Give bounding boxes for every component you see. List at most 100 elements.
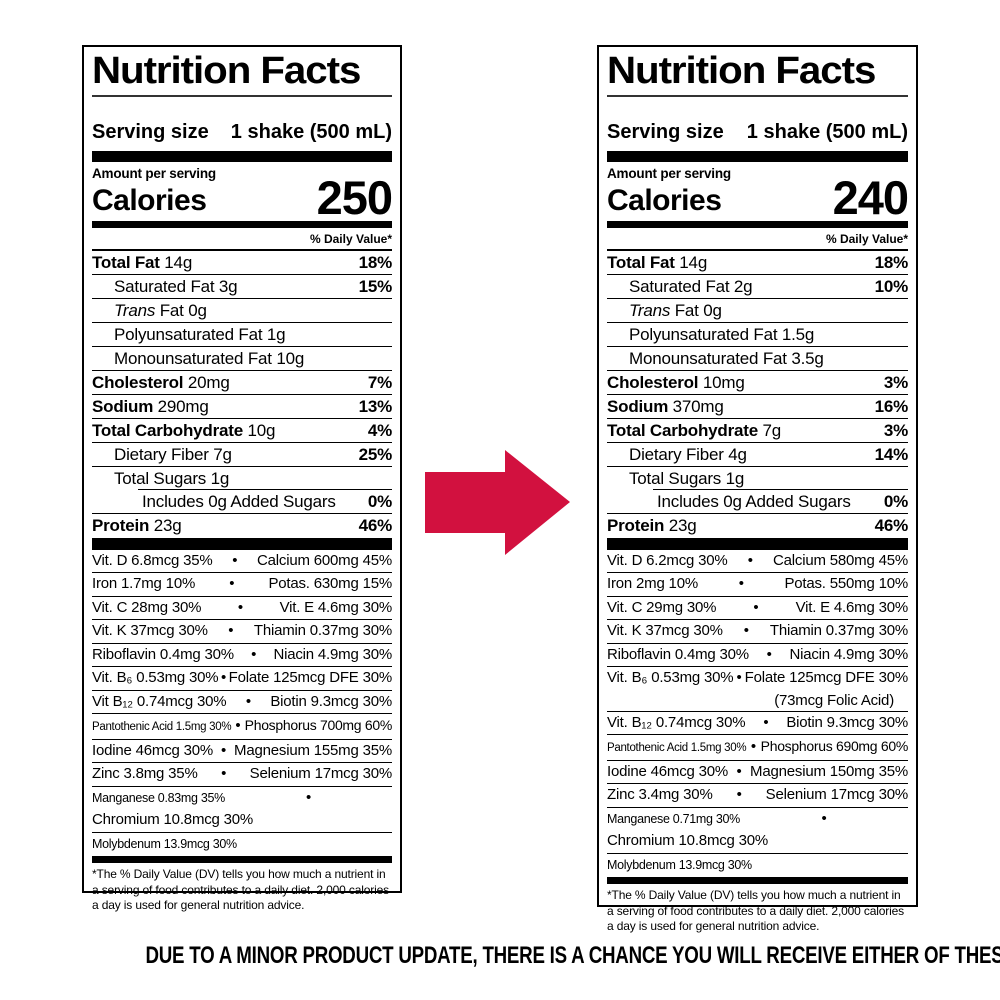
micronutrient-row: Vit. K 37mcg 30% • Thiamin 0.37mg 30% bbox=[607, 619, 908, 643]
bullet-separator: • bbox=[763, 713, 769, 731]
nutrient-row: Dietary Fiber 7g 25% bbox=[92, 441, 392, 466]
product-update-caption: DUE TO A MINOR PRODUCT UPDATE, THERE IS … bbox=[145, 942, 1000, 969]
amount-per-serving-label: Amount per serving bbox=[92, 165, 216, 181]
micronutrient-row: Vit B₁₂ 0.74mcg 30% • Biotin 9.3mcg 30% bbox=[92, 689, 392, 714]
bullet-separator: • bbox=[221, 741, 227, 759]
bullet-separator: • bbox=[221, 765, 227, 783]
nutrient-row: Saturated Fat 3g 15% bbox=[92, 273, 392, 298]
micronutrient-row: Zinc 3.4mg 30% • Selenium 17mcg 30% bbox=[607, 783, 908, 807]
bullet-separator: • bbox=[228, 622, 234, 640]
thick-divider bbox=[92, 537, 392, 550]
bullet-separator: • bbox=[305, 788, 312, 806]
micronutrient-rows: Vit. D 6.2mcg 30% • Calcium 580mg 45% Iron … bbox=[607, 550, 908, 877]
nutrient-row: Total Carbohydrate 7g 3% bbox=[607, 417, 908, 442]
bullet-separator: • bbox=[736, 669, 742, 687]
calories-label: Calories bbox=[92, 183, 207, 217]
micronutrient-row: Iron 1.7mg 10% • Potas. 630mg 15% bbox=[92, 572, 392, 596]
nutrient-row: Trans Fat 0g bbox=[92, 297, 392, 322]
nutrient-rows: Total Fat 14g 18% Saturated Fat 2g 10% Trans… bbox=[607, 248, 908, 537]
micronutrient-row: Riboflavin 0.4mg 30% • Niacin 4.9mg 30% bbox=[607, 642, 908, 667]
nutrient-row: Polyunsaturated Fat 1.5g bbox=[607, 321, 908, 346]
label-title: Nutrition Facts bbox=[607, 50, 876, 92]
micronutrient-row: Iron 2mg 10% • Potas. 550mg 10% bbox=[607, 572, 908, 596]
nutrient-row: Includes 0g Added Sugars 0% bbox=[92, 488, 392, 513]
nutrient-row: Protein 23g 46% bbox=[92, 512, 392, 537]
nutrition-label-left: Nutrition Facts Serving size 1 shake (50… bbox=[82, 45, 402, 912]
serving-size-label: Serving size bbox=[607, 120, 724, 143]
bullet-separator: • bbox=[245, 692, 251, 710]
nutrient-row: Dietary Fiber 4g 14% bbox=[607, 441, 908, 466]
title-divider bbox=[92, 94, 392, 97]
serving-size-value: 1 shake (500 mL) bbox=[230, 120, 392, 143]
micronutrient-row: Pantothenic Acid 1.5mg 30% • Phosphorus 70… bbox=[92, 713, 392, 739]
nutrient-row: Total Sugars 1g bbox=[92, 465, 392, 490]
micronutrient-row: Vit. B₁₂ 0.74mcg 30% • Biotin 9.3mcg 30% bbox=[607, 710, 908, 735]
micronutrient-row: Vit. K 37mcg 30% • Thiamin 0.37mg 30% bbox=[92, 619, 392, 643]
daily-value-footnote: *The % Daily Value (DV) tells you how mu… bbox=[607, 888, 905, 934]
calories-label: Calories bbox=[607, 183, 722, 217]
bullet-separator: • bbox=[736, 786, 742, 804]
nutrient-rows: Total Fat 14g 18% Saturated Fat 3g 15% Trans… bbox=[92, 248, 392, 537]
micronutrient-row: Vit. B₆ 0.53mg 30% • Folate 125mcg DFE 30% bbox=[92, 666, 392, 690]
nutrient-row: Polyunsaturated Fat 1g bbox=[92, 321, 392, 346]
calories-row: Calories 240 bbox=[607, 170, 909, 224]
nutrient-row: Cholesterol 10mg 3% bbox=[607, 369, 908, 394]
bullet-separator: • bbox=[821, 809, 827, 827]
micronutrient-row: Vit. D 6.8mcg 35% • Calcium 600mg 45% bbox=[92, 550, 392, 573]
bullet-separator: • bbox=[753, 598, 759, 616]
thick-divider bbox=[607, 220, 908, 228]
bullet-separator: • bbox=[229, 575, 235, 593]
calories-value: 250 bbox=[316, 170, 393, 224]
micronutrient-row: Vit. D 6.2mcg 30% • Calcium 580mg 45% bbox=[607, 550, 908, 573]
title-divider bbox=[607, 94, 908, 97]
daily-value-header: % Daily Value* bbox=[309, 231, 392, 246]
daily-value-header: % Daily Value* bbox=[825, 231, 908, 246]
daily-value-footnote: *The % Daily Value (DV) tells you how mu… bbox=[92, 867, 390, 913]
right-arrow-icon bbox=[425, 450, 570, 555]
amount-per-serving-label: Amount per serving bbox=[607, 165, 731, 181]
serving-size-value: 1 shake (500 mL) bbox=[746, 120, 908, 143]
nutrient-row: Protein 23g 46% bbox=[607, 512, 908, 537]
bullet-separator: • bbox=[237, 598, 243, 616]
micronutrient-row: Riboflavin 0.4mg 30% • Niacin 4.9mg 30% bbox=[92, 642, 392, 667]
serving-size-row: Serving size 1 shake (500 mL) bbox=[607, 121, 908, 144]
bullet-separator: • bbox=[736, 762, 742, 780]
thick-divider bbox=[607, 150, 908, 162]
micronutrient-rows: Vit. D 6.8mcg 35% • Calcium 600mg 45% Iron … bbox=[92, 550, 392, 856]
thick-divider bbox=[92, 856, 392, 864]
nutrient-row: Total Carbohydrate 10g 4% bbox=[92, 417, 392, 442]
micronutrient-subline: (73mcg Folic Acid) bbox=[774, 691, 894, 709]
nutrient-row: Sodium 290mg 13% bbox=[92, 393, 392, 418]
micronutrient-row: Manganese 0.71mg 30% • Chromium 10.8mcg 30… bbox=[607, 806, 908, 853]
bullet-separator: • bbox=[766, 645, 772, 663]
bullet-separator: • bbox=[743, 622, 749, 640]
micronutrient-row: Molybdenum 13.9mcg 30% bbox=[607, 852, 908, 877]
micronutrient-row: Manganese 0.83mg 35% • Chromium 10.8mcg 30… bbox=[92, 785, 392, 832]
bullet-separator: • bbox=[232, 551, 238, 569]
thick-divider bbox=[607, 877, 908, 885]
micronutrient-row: Iodine 46mcg 30% • Magnesium 155mg 35% bbox=[92, 738, 392, 763]
nutrient-row: Total Fat 14g 18% bbox=[92, 252, 392, 272]
thick-divider bbox=[92, 220, 392, 228]
nutrient-row: Cholesterol 20mg 7% bbox=[92, 369, 392, 394]
micronutrient-row: Zinc 3.8mg 35% • Selenium 17mcg 30% bbox=[92, 762, 392, 786]
micronutrient-row: Molybdenum 13.9mcg 30% bbox=[92, 831, 392, 856]
micronutrient-row: Vit. C 29mg 30% • Vit. E 4.6mg 30% bbox=[607, 595, 908, 620]
nutrient-row: Total Sugars 1g bbox=[607, 465, 908, 490]
nutrient-row: Includes 0g Added Sugars 0% bbox=[607, 488, 908, 513]
bullet-separator: • bbox=[220, 669, 227, 687]
nutrient-row: Saturated Fat 2g 10% bbox=[607, 273, 908, 298]
bullet-separator: • bbox=[738, 575, 744, 593]
label-title: Nutrition Facts bbox=[92, 50, 361, 92]
thick-divider bbox=[92, 150, 392, 162]
nutrition-label-right: Nutrition Facts Serving size 1 shake (50… bbox=[597, 45, 918, 933]
nutrient-row: Sodium 370mg 16% bbox=[607, 393, 908, 418]
calories-row: Calories 250 bbox=[92, 170, 393, 224]
serving-size-row: Serving size 1 shake (500 mL) bbox=[92, 121, 392, 144]
micronutrient-row: Pantothenic Acid 1.5mg 30% • Phosphorus 69… bbox=[607, 734, 908, 760]
bullet-separator: • bbox=[251, 645, 257, 663]
nutrient-row: Total Fat 14g 18% bbox=[607, 252, 908, 272]
calories-value: 240 bbox=[832, 170, 909, 224]
nutrient-row: Trans Fat 0g bbox=[607, 297, 908, 322]
bullet-separator: • bbox=[235, 717, 241, 735]
